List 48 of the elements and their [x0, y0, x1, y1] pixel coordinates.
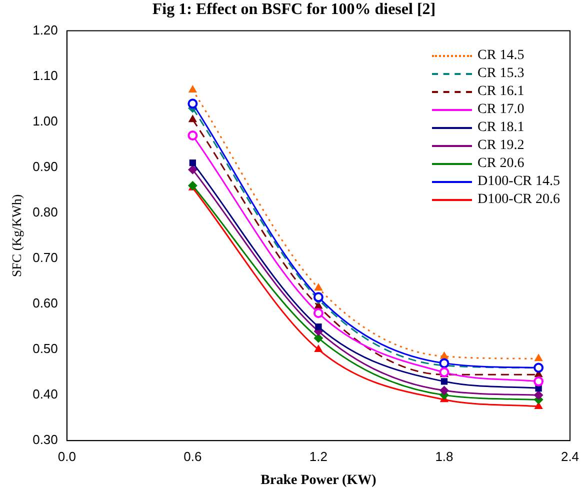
point: [314, 334, 323, 343]
y-tick-label: 0.80: [32, 204, 58, 220]
x-tick-label: 1.8: [435, 448, 454, 464]
legend-label: CR 15.3: [478, 66, 524, 82]
y-tick-label: 0.90: [32, 158, 58, 174]
point: [440, 386, 449, 396]
point: [188, 85, 197, 92]
legend-label: CR 20.6: [478, 156, 524, 172]
point: [535, 384, 542, 392]
y-tick-label: 1.00: [32, 113, 58, 128]
point: [188, 115, 197, 122]
y-axis-title: SFC (Kg/KWh): [9, 194, 24, 278]
point: [314, 284, 322, 291]
point: [313, 292, 324, 302]
legend-label: CR 14.5: [478, 48, 524, 64]
point: [440, 378, 448, 385]
point: [188, 165, 198, 174]
x-tick-label: 2.4: [560, 448, 580, 464]
point: [188, 98, 198, 109]
y-tick-label: 0.40: [32, 386, 58, 402]
point: [534, 376, 544, 386]
point: [188, 130, 198, 141]
point: [439, 358, 450, 368]
y-tick-label: 0.70: [32, 250, 58, 266]
legend-label: CR 16.1: [478, 84, 524, 100]
x-tick-label: 1.2: [309, 448, 328, 464]
point: [189, 160, 196, 166]
y-tick-label: 0.30: [32, 432, 58, 448]
chart-title: Fig 1: Effect on BSFC for 100% diesel [2]: [151, 0, 437, 20]
point: [534, 390, 544, 400]
point: [315, 323, 322, 330]
x-axis-title: Brake Power (KW): [260, 473, 377, 488]
point: [314, 345, 322, 352]
legend-label: CR 17.0: [478, 102, 524, 118]
y-tick-label: 1.20: [32, 22, 58, 38]
x-tick-label: 0.0: [58, 448, 76, 464]
legend-label: CR 19.2: [478, 138, 524, 154]
y-tick-label: 0.50: [32, 341, 58, 356]
legend-label: D100-CR 14.5: [478, 174, 560, 190]
x-tick-label: 0.6: [184, 448, 202, 464]
point: [440, 352, 448, 359]
point: [313, 308, 324, 318]
y-tick-label: 1.10: [32, 68, 58, 83]
y-tick-label: 0.60: [32, 296, 58, 311]
legend-label: D100-CR 20.6: [478, 192, 560, 208]
point: [534, 354, 543, 362]
legend-label: CR 18.1: [478, 120, 524, 136]
point: [439, 367, 450, 378]
